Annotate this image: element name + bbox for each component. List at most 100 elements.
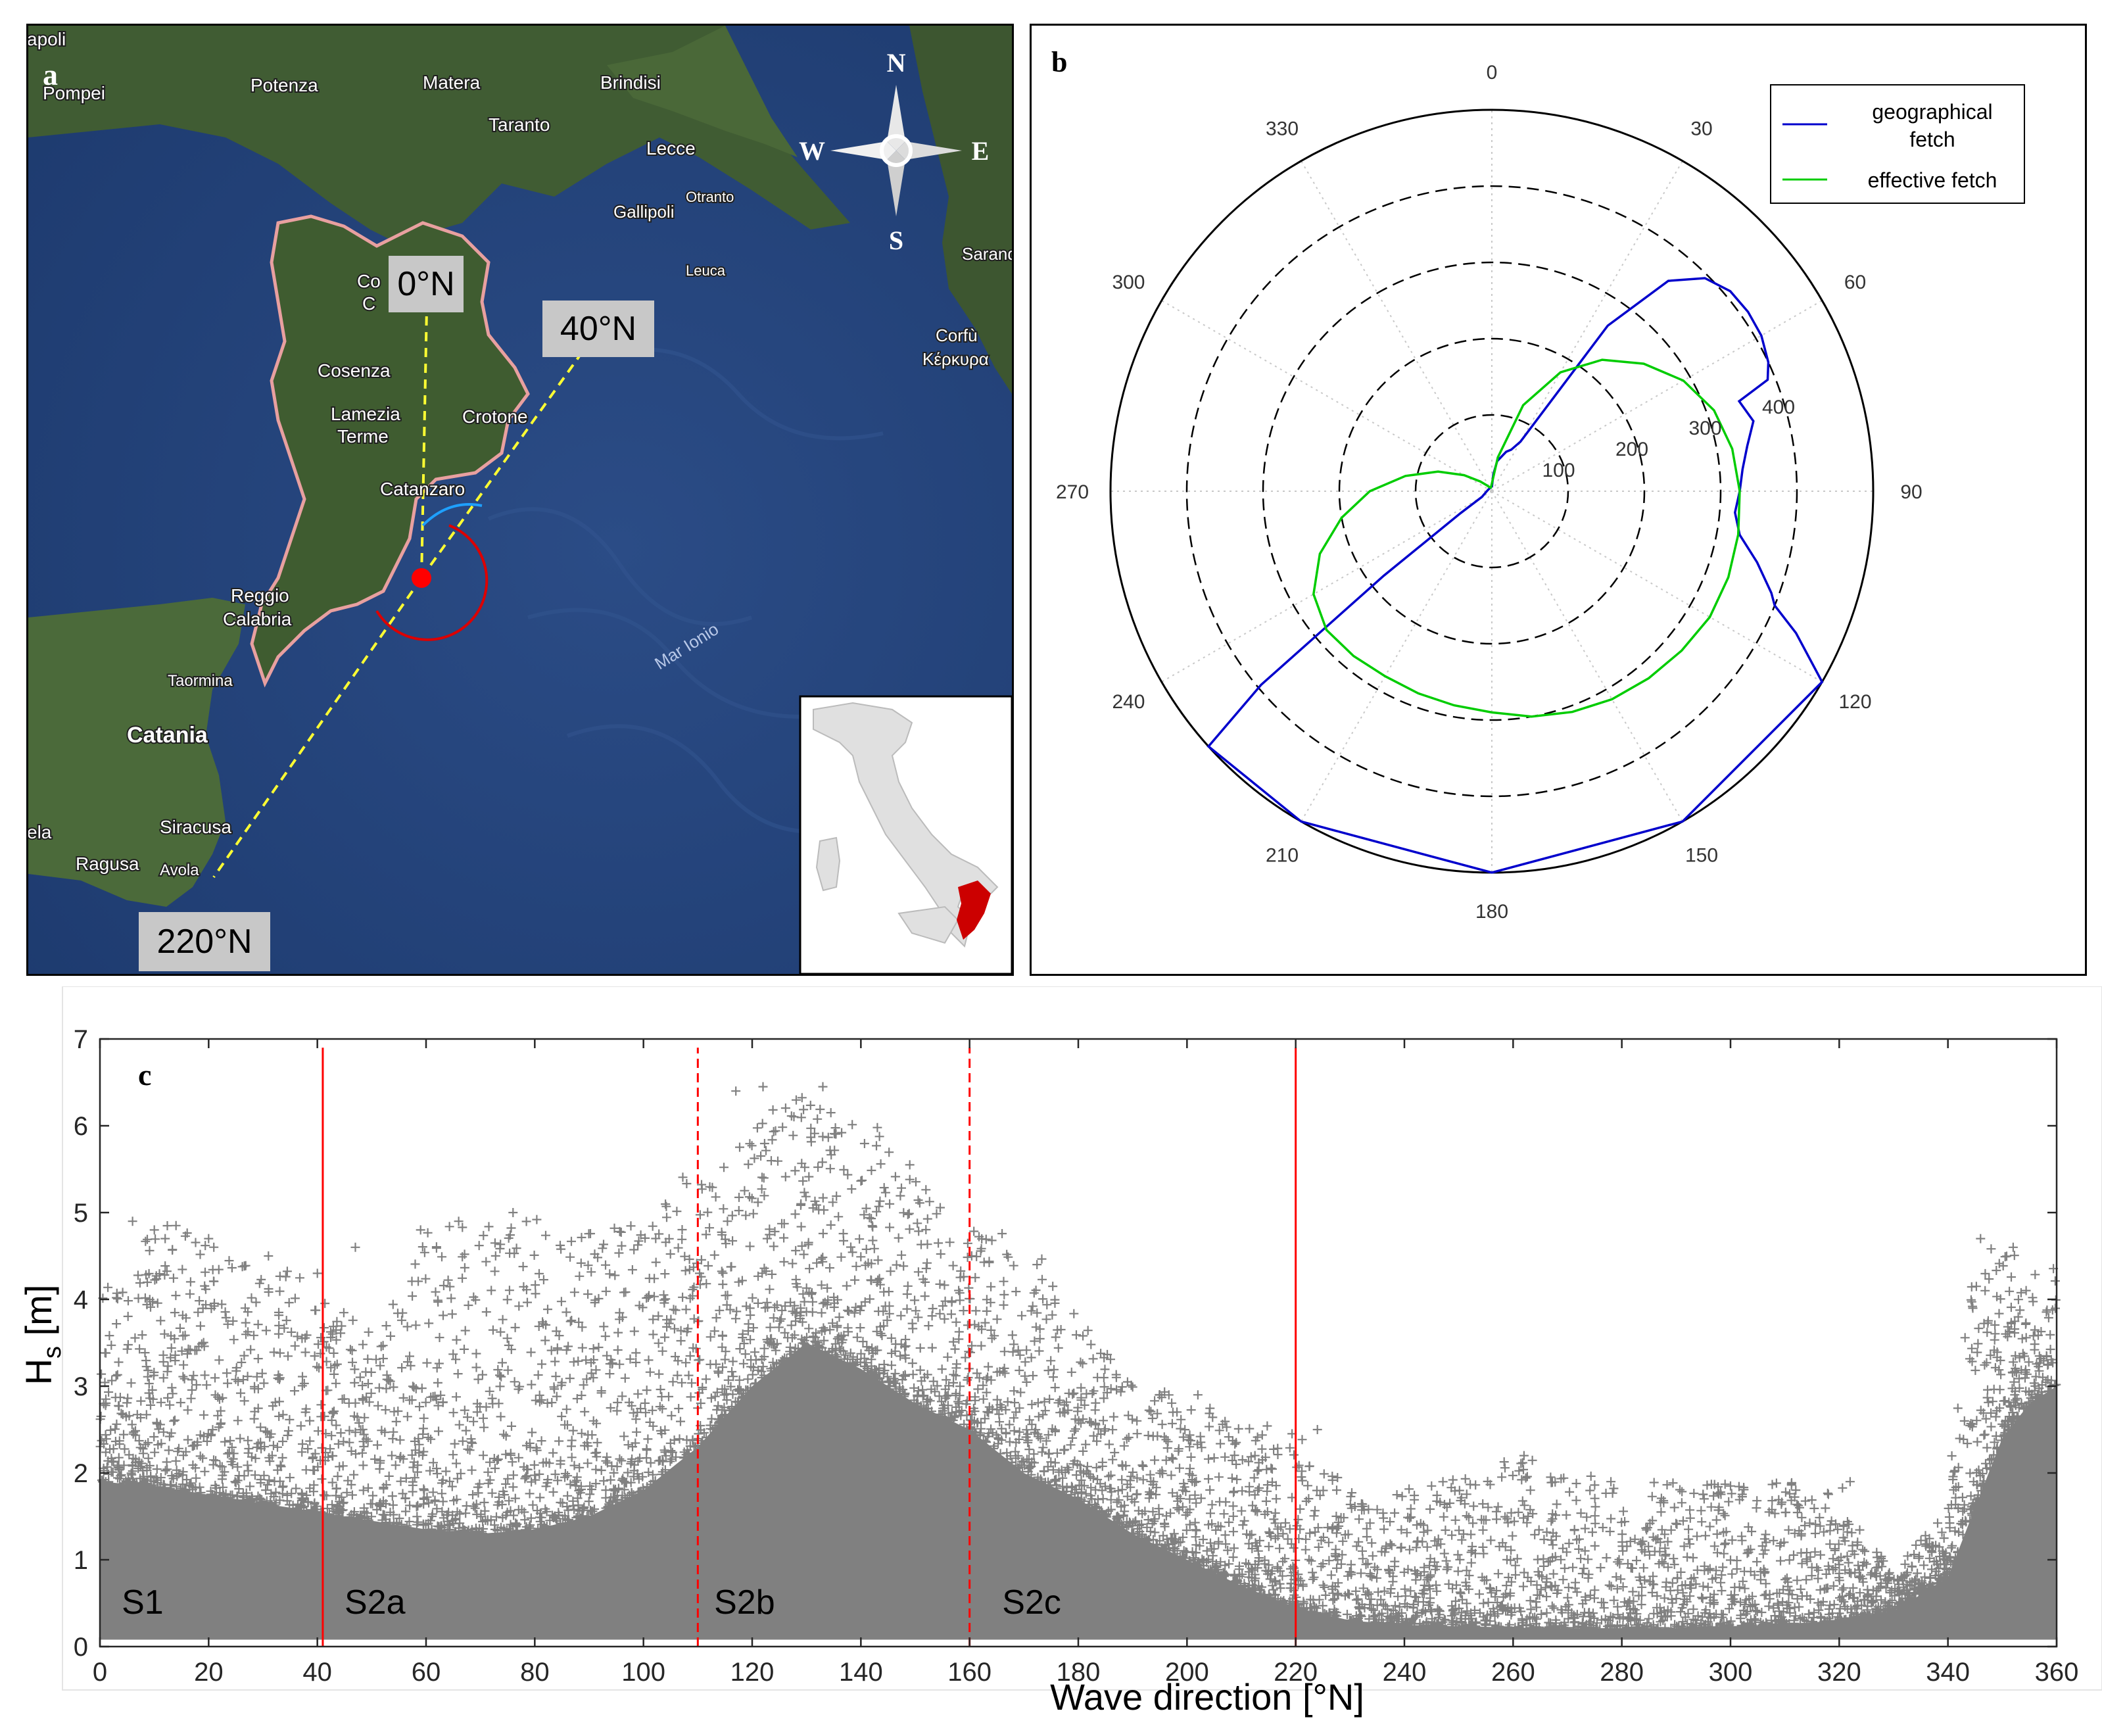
x-tick-label: 220	[1274, 1658, 1318, 1687]
x-tick-label: 160	[947, 1658, 991, 1687]
compass-west-arrow	[830, 141, 896, 160]
place-label: Catanzaro	[380, 479, 465, 499]
x-tick-label: 0	[93, 1658, 107, 1687]
compass-rose: N E S W	[799, 48, 989, 255]
place-label: C	[362, 293, 375, 314]
place-label: Siracusa	[160, 817, 231, 837]
x-tick-label: 200	[1165, 1658, 1209, 1687]
y-tick-label: 4	[74, 1286, 88, 1314]
place-label: Gallipoli	[613, 202, 675, 222]
calabria-border	[250, 214, 530, 688]
map-panel: N E S W apoli Pompei Potenza Matera Brin…	[26, 24, 1014, 976]
x-tick-label: 240	[1383, 1658, 1427, 1687]
place-label: Terme	[337, 426, 389, 446]
x-tick-label: 100	[621, 1658, 665, 1687]
y-tick-label: 6	[74, 1112, 88, 1141]
polar-radial-tick-label: 100	[1542, 460, 1575, 481]
place-label: apoli	[28, 29, 66, 49]
panel-c-frame	[62, 986, 2102, 1691]
place-label: Lecce	[646, 138, 696, 158]
place-label: Otranto	[686, 189, 734, 205]
map-canvas: N E S W apoli Pompei Potenza Matera Brin…	[28, 26, 1012, 974]
place-label: Ragusa	[76, 854, 139, 874]
polar-angle-label: 270	[1056, 481, 1089, 503]
sector-label: S2a	[345, 1583, 406, 1622]
direction-line-40	[420, 353, 582, 579]
direction-label-box	[139, 912, 270, 971]
polar-angle-label: 210	[1266, 845, 1299, 867]
scatter-chart: 0 20 40 60 80 100 120 140 160 180 200 220 240 260 280 3…	[18, 986, 2102, 1718]
polar-spoke	[1491, 300, 1823, 492]
sector-labels: S1 S2a S2b S2c	[122, 1583, 1061, 1622]
series-effective-fetch	[1312, 358, 1741, 718]
x-tick-label: 360	[2035, 1658, 2079, 1687]
compass-s: S	[889, 226, 903, 255]
legend-box	[1770, 84, 2025, 204]
place-label: Matera	[423, 72, 481, 93]
direction-label-40: 40°N	[542, 301, 654, 357]
sector-label: S1	[122, 1583, 164, 1622]
x-tick-label: 120	[730, 1658, 775, 1687]
place-label: ela	[28, 822, 52, 842]
sector-label: S2c	[1002, 1583, 1061, 1622]
direction-label-220: 220°N	[139, 912, 270, 971]
polar-angle-label: 240	[1112, 691, 1145, 713]
polar-angle-label: 0	[1487, 62, 1498, 84]
x-tick-label: 300	[1709, 1658, 1753, 1687]
series-geographical-fetch	[1206, 277, 1824, 874]
place-label: Reggio	[231, 585, 289, 606]
place-label: Potenza	[251, 75, 318, 95]
polar-angle-label: 90	[1900, 481, 1922, 503]
polar-chart-panel: b 0 30 60 90 120 150 180 210 240 270 300 330 100 200…	[1030, 24, 2087, 976]
y-tick-label: 5	[74, 1199, 88, 1228]
inset-map	[799, 695, 1012, 974]
polar-radial-ticks: 100 200 300 400	[1542, 397, 1795, 481]
compass-ring	[880, 134, 913, 167]
dense-point-cloud	[100, 1343, 2057, 1640]
y-tick-label: 1	[74, 1546, 88, 1575]
place-label: Leuca	[686, 262, 726, 279]
polar-radial-tick-label: 300	[1688, 418, 1721, 439]
x-tick-label: 340	[1926, 1658, 1970, 1687]
x-tick-label: 140	[839, 1658, 883, 1687]
polar-grid	[1109, 108, 1875, 874]
polar-ring	[1414, 414, 1569, 569]
direction-line-220	[212, 577, 423, 879]
polar-angle-label: 120	[1838, 691, 1871, 713]
x-tick-label: 60	[412, 1658, 441, 1687]
x-tick-label: 40	[302, 1658, 332, 1687]
polar-angle-labels: 0 30 60 90 120 150 180 210 240 270 300 330	[1056, 62, 1923, 923]
direction-label-text: 220°N	[156, 923, 252, 961]
inset-sicily	[897, 905, 959, 944]
compass-e: E	[972, 136, 990, 166]
x-tick-label: 320	[1817, 1658, 1861, 1687]
panel-label-b: b	[1051, 46, 1067, 78]
polar-spoke	[1491, 160, 1683, 492]
compass-north-arrow	[887, 85, 905, 151]
x-tick-label: 260	[1491, 1658, 1535, 1687]
polar-angle-label: 30	[1690, 118, 1712, 139]
polar-spoke	[1491, 491, 1683, 822]
compass-w: W	[799, 136, 825, 166]
sector-label: S2b	[714, 1583, 775, 1622]
compass-east-arrow	[896, 141, 962, 160]
site-point	[412, 568, 431, 588]
inset-italy	[813, 702, 999, 948]
direction-lines	[212, 308, 582, 879]
x-tick-label: 20	[194, 1658, 224, 1687]
inset-calabria-highlight	[957, 880, 991, 940]
panel-label-c: c	[138, 1058, 151, 1092]
legend-label-effective: effective fetch	[1868, 168, 1997, 192]
scatter-axes: 0 20 40 60 80 100 120 140 160 180 200 220 240 260 280 3…	[74, 1025, 2079, 1687]
place-label: Sarand	[962, 244, 1012, 264]
place-labels: apoli Pompei Potenza Matera Brindisi Tar…	[28, 28, 1012, 880]
place-label: Co	[357, 271, 381, 291]
polar-radial-tick-label: 400	[1762, 397, 1795, 418]
y-axis-title: Hs [m]	[18, 1285, 66, 1386]
direction-label-box	[542, 301, 654, 357]
polar-spoke	[1301, 160, 1493, 492]
place-label: Κέρκυρα	[922, 349, 989, 369]
polar-series-group	[1206, 277, 1824, 874]
polar-spoke	[1301, 491, 1493, 822]
compass-south-arrow	[887, 151, 905, 216]
